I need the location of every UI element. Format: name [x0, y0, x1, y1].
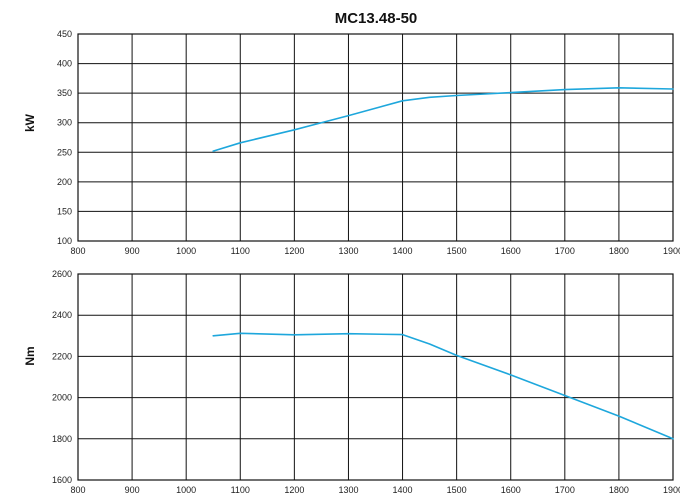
power-y-tick-label: 300: [57, 118, 72, 128]
torque-x-tick-label: 1400: [393, 485, 413, 495]
power-y-tick-label: 450: [57, 29, 72, 39]
torque-x-tick-label: 1800: [609, 485, 629, 495]
power-x-tick-label: 1600: [501, 246, 521, 256]
torque-x-tick-label: 1300: [338, 485, 358, 495]
torque-y-tick-label: 2200: [52, 351, 72, 361]
chart-title: MC13.48-50: [335, 10, 418, 27]
torque-y-tick-label: 2000: [52, 393, 72, 403]
torque-plot-frame: [77, 273, 674, 481]
power-x-tick-label: 1900: [663, 246, 680, 256]
torque-panel: 800 900 1000 1100 1200 1300 1400 1500 1600 1700 18…: [23, 269, 680, 495]
torque-x-tick-label: 1200: [284, 485, 304, 495]
power-y-tick-label: 200: [57, 177, 72, 187]
power-y-tick-label: 400: [57, 59, 72, 69]
torque-x-tick-label: 1500: [447, 485, 467, 495]
torque-x-tick-label: 800: [70, 485, 85, 495]
power-x-tick-label: 900: [125, 246, 140, 256]
power-y-tick-label: 150: [57, 206, 72, 216]
torque-y-tick-label: 2600: [52, 269, 72, 279]
power-x-tick-label: 1100: [231, 246, 250, 256]
torque-y-tick-label: 1600: [52, 475, 72, 485]
power-x-tick-label: 1400: [393, 246, 413, 256]
power-x-tick-label: 800: [70, 246, 85, 256]
torque-x-tick-label: 900: [125, 485, 140, 495]
torque-x-tick-label: 1600: [501, 485, 521, 495]
power-x-tick-label: 1700: [555, 246, 575, 256]
power-x-tick-label: 1800: [609, 246, 629, 256]
power-panel: 800 900 1000 1100 1200 1300 1400 1500 1600 1700 18…: [23, 29, 680, 256]
power-curve: [212, 87, 674, 152]
torque-y-axis-label: Nm: [23, 346, 37, 365]
power-y-axis-label: kW: [23, 113, 37, 132]
torque-x-tick-label: 1000: [176, 485, 196, 495]
torque-y-tick-label: 1800: [52, 434, 72, 444]
power-x-tick-label: 1500: [447, 246, 467, 256]
torque-x-tick-label: 1100: [231, 485, 250, 495]
torque-x-tick-label: 1700: [555, 485, 575, 495]
torque-x-tick-label: 1900: [663, 485, 680, 495]
power-x-tick-label: 1300: [338, 246, 358, 256]
power-y-tick-label: 250: [57, 147, 72, 157]
power-x-tick-label: 1200: [284, 246, 304, 256]
torque-y-tick-label: 2400: [52, 310, 72, 320]
power-x-tick-label: 1000: [176, 246, 196, 256]
power-y-tick-label: 350: [57, 88, 72, 98]
power-y-tick-label: 100: [57, 236, 72, 246]
torque-curve: [212, 332, 674, 440]
power-plot-frame: [77, 33, 674, 242]
